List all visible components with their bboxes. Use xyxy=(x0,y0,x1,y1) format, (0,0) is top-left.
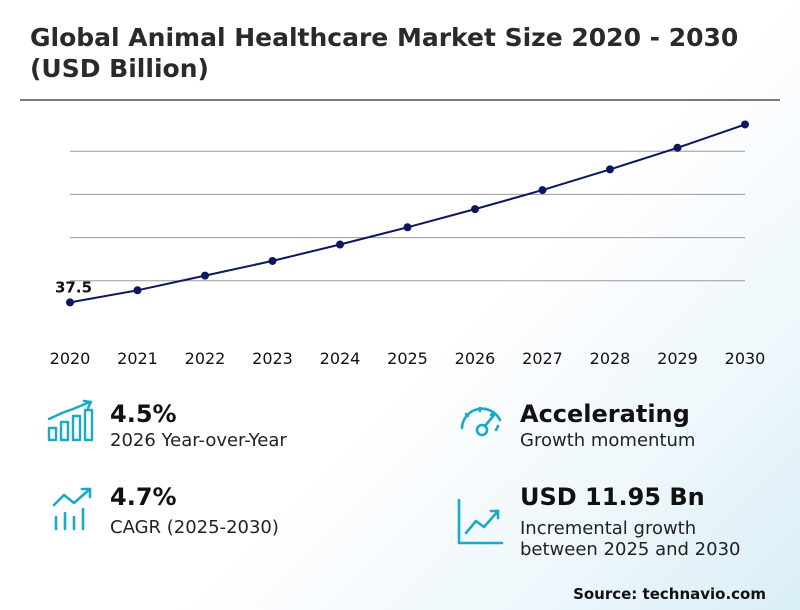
data-point-2020 xyxy=(66,298,74,307)
source-credit: Source: technavio.com xyxy=(573,585,766,603)
stat-momentum: Accelerating Growth momentum xyxy=(456,398,786,458)
bar-chart-growth-icon xyxy=(47,399,94,442)
gridlines xyxy=(70,150,745,282)
data-point-2022 xyxy=(201,271,209,280)
data-labels: 37.5 xyxy=(55,278,92,296)
stat-cagr: 4.7% CAGR (2025-2030) xyxy=(46,483,366,543)
line-chart-icon xyxy=(457,498,504,545)
data-points xyxy=(66,120,749,307)
x-tick-label: 2024 xyxy=(320,349,361,368)
data-point-2021 xyxy=(133,286,142,295)
x-tick-label: 2030 xyxy=(725,349,766,368)
data-point-2030 xyxy=(741,120,749,129)
data-point-2027 xyxy=(538,186,547,195)
data-point-2029 xyxy=(673,143,682,152)
line-chart: 2020 2021 2022 2023 2024 2025 2026 2027 2028 2029… xyxy=(50,120,766,368)
stat-incremental-label-line1: Incremental growth xyxy=(520,518,697,539)
stat-momentum-label: Growth momentum xyxy=(520,430,696,451)
stat-cagr-value: 4.7% xyxy=(110,483,177,511)
stat-yoy: 4.5% 2026 Year-over-Year xyxy=(46,398,366,458)
x-tick-label: 2027 xyxy=(522,349,563,368)
x-tick-label: 2029 xyxy=(657,349,698,368)
chart-title: Global Animal Healthcare Market Size 202… xyxy=(30,23,739,83)
x-tick-label: 2028 xyxy=(590,349,631,368)
x-tick-label: 2020 xyxy=(50,349,91,368)
stat-incremental-label-line2: between 2025 and 2030 xyxy=(520,539,741,560)
title-divider xyxy=(20,99,780,101)
stat-momentum-value: Accelerating xyxy=(520,400,690,428)
stat-yoy-label: 2026 Year-over-Year xyxy=(110,430,287,451)
data-point-2028 xyxy=(606,165,614,174)
data-point-2025 xyxy=(403,223,412,232)
x-axis-ticks: 2020 2021 2022 2023 2024 2025 2026 2027 2028 2029… xyxy=(50,349,766,368)
stat-cagr-label: CAGR (2025-2030) xyxy=(110,517,279,538)
x-tick-label: 2025 xyxy=(387,349,428,368)
bar-trend-icon xyxy=(52,487,92,531)
data-point-2024 xyxy=(336,240,344,249)
x-tick-label: 2026 xyxy=(455,349,496,368)
stat-incremental: USD 11.95 Bn Incremental growth between … xyxy=(456,483,786,563)
x-tick-label: 2022 xyxy=(185,349,226,368)
stat-yoy-value: 4.5% xyxy=(110,400,177,428)
x-tick-label: 2023 xyxy=(252,349,293,368)
speedometer-icon xyxy=(460,406,502,437)
data-point-2026 xyxy=(471,205,479,214)
data-point-2023 xyxy=(268,256,277,265)
stat-incremental-value: USD 11.95 Bn xyxy=(520,483,705,511)
x-tick-label: 2021 xyxy=(117,349,158,368)
data-label: 37.5 xyxy=(55,278,92,296)
